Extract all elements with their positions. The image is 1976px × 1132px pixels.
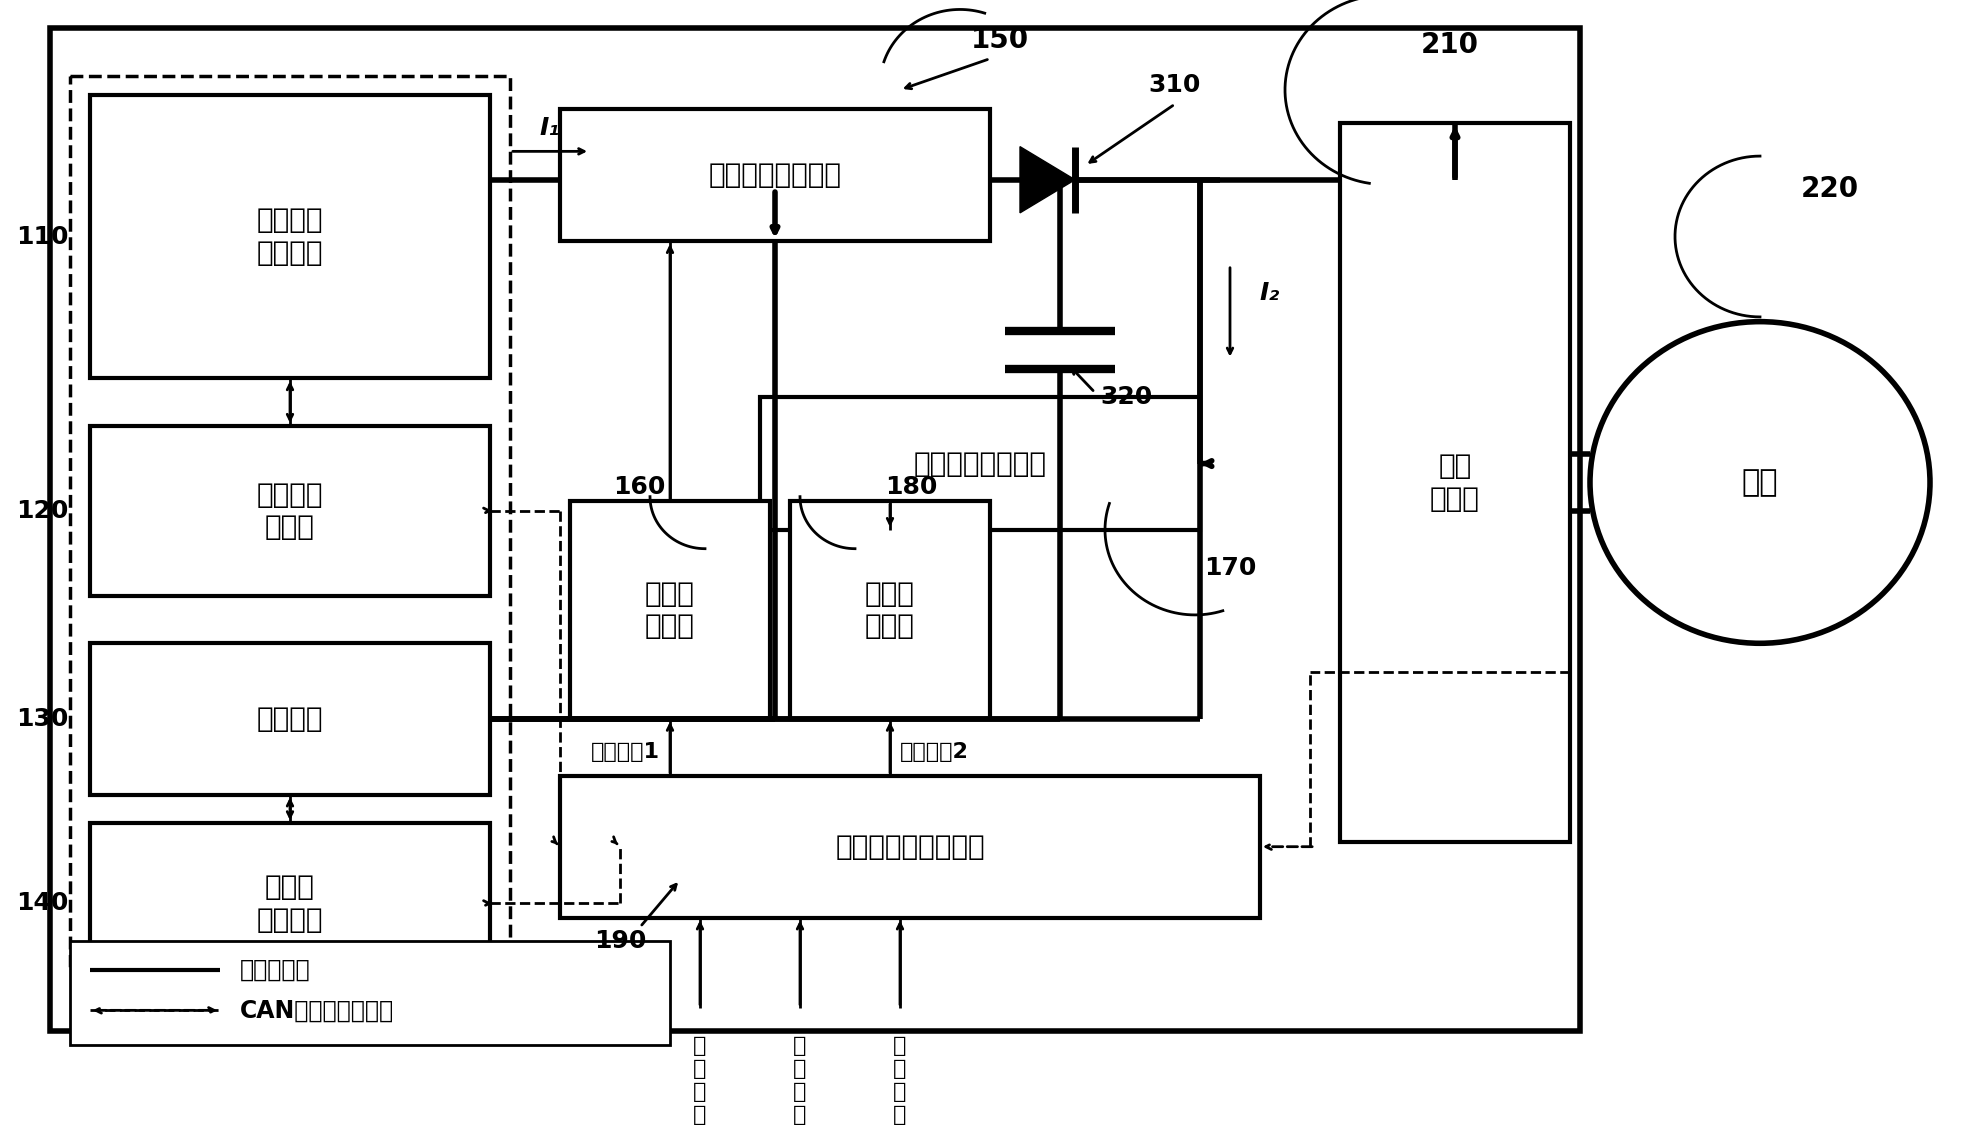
Text: I₁: I₁ <box>539 115 559 139</box>
Text: 第二驱
动单元: 第二驱 动单元 <box>865 580 915 641</box>
Polygon shape <box>1020 147 1075 213</box>
Bar <box>761 397 1199 530</box>
Text: 电机: 电机 <box>1741 468 1778 497</box>
Text: 锂电池组: 锂电池组 <box>257 705 324 734</box>
Bar <box>1340 123 1571 842</box>
Text: 150: 150 <box>970 26 1029 53</box>
Text: 第一驱
动单元: 第一驱 动单元 <box>644 580 696 641</box>
Text: 220: 220 <box>1800 175 1859 204</box>
Text: 210: 210 <box>1421 32 1478 59</box>
Text: 系统能量管理控制器: 系统能量管理控制器 <box>836 833 984 860</box>
Bar <box>69 942 670 1045</box>
Bar <box>91 643 490 795</box>
Text: 140: 140 <box>16 891 69 916</box>
Text: 第二开关导电装置: 第二开关导电装置 <box>913 449 1047 478</box>
Text: 燃料电池
发电装置: 燃料电池 发电装置 <box>257 206 324 267</box>
Bar <box>559 109 990 241</box>
Text: 160: 160 <box>613 475 666 499</box>
Text: 320: 320 <box>1101 385 1152 410</box>
Bar <box>49 28 1581 1031</box>
Bar <box>790 501 990 719</box>
Text: 燃料电池
控制器: 燃料电池 控制器 <box>257 481 324 541</box>
Text: 310: 310 <box>1148 74 1201 97</box>
Text: 点
火
信
号: 点 火 信 号 <box>694 1036 707 1125</box>
Bar <box>569 501 771 719</box>
Text: 190: 190 <box>595 929 646 953</box>
Bar <box>91 95 490 378</box>
Text: I₂: I₂ <box>1261 281 1280 306</box>
Bar <box>69 76 510 964</box>
Text: 120: 120 <box>16 499 69 523</box>
Text: 110: 110 <box>16 224 69 249</box>
Text: 控制信号2: 控制信号2 <box>899 743 968 762</box>
Text: 电气主接线: 电气主接线 <box>239 958 310 981</box>
Text: 电机
控制器: 电机 控制器 <box>1431 453 1480 513</box>
Text: 油
门
信
号: 油 门 信 号 <box>792 1036 806 1125</box>
Bar <box>91 426 490 595</box>
Text: 控制信号1: 控制信号1 <box>591 743 660 762</box>
Text: 170: 170 <box>1203 556 1257 580</box>
Text: 180: 180 <box>885 475 937 499</box>
Bar <box>91 823 490 984</box>
Text: 第一开关导电装置: 第一开关导电装置 <box>709 161 842 189</box>
Text: 制
车
信
号: 制 车 信 号 <box>893 1036 907 1125</box>
Text: 130: 130 <box>16 708 69 731</box>
Bar <box>559 775 1261 918</box>
Text: CAN网络通讯连接线: CAN网络通讯连接线 <box>239 998 393 1022</box>
Text: 锂电池
管理系统: 锂电池 管理系统 <box>257 873 324 934</box>
